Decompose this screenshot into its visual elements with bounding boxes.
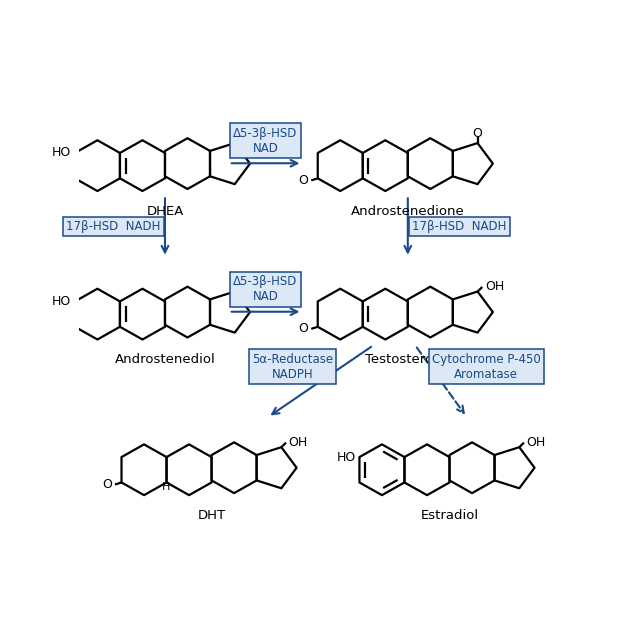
Text: O: O (230, 127, 240, 140)
Text: HO: HO (336, 450, 356, 463)
Text: Cytochrome P-450
Aromatase: Cytochrome P-450 Aromatase (432, 353, 541, 381)
Text: HO: HO (52, 146, 71, 159)
Text: DHT: DHT (197, 509, 225, 522)
Text: OH: OH (242, 281, 261, 294)
Text: H: H (162, 482, 171, 492)
Text: 17β-HSD  NADH: 17β-HSD NADH (412, 220, 506, 233)
Text: HO: HO (52, 295, 71, 308)
Text: O: O (298, 322, 308, 335)
Text: O: O (102, 478, 112, 491)
Text: O: O (473, 127, 482, 140)
Text: Androstenediol: Androstenediol (115, 353, 215, 366)
Text: Testosterone: Testosterone (365, 353, 450, 366)
Text: O: O (298, 174, 308, 187)
Text: Δ5-3β-HSD
NAD: Δ5-3β-HSD NAD (234, 275, 298, 303)
Text: 17β-HSD  NADH: 17β-HSD NADH (66, 220, 161, 233)
Text: Estradiol: Estradiol (420, 509, 479, 522)
Text: Androstenedione: Androstenedione (351, 205, 465, 218)
Text: 5α-Reductase
NADPH: 5α-Reductase NADPH (252, 353, 333, 381)
Text: OH: OH (289, 436, 308, 449)
Text: OH: OH (485, 281, 504, 294)
Text: DHEA: DHEA (146, 205, 184, 218)
Text: Δ5-3β-HSD
NAD: Δ5-3β-HSD NAD (234, 127, 298, 155)
Text: OH: OH (527, 436, 546, 449)
